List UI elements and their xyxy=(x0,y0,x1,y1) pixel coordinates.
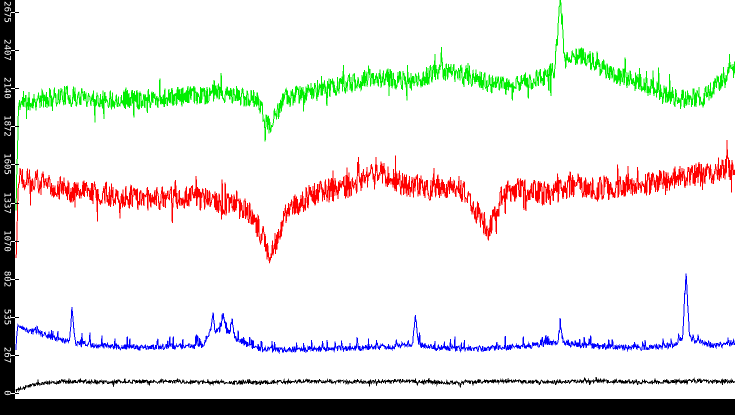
y-axis-label: 267 xyxy=(1,346,12,364)
y-axis-tick xyxy=(15,164,19,165)
series-red-line xyxy=(15,139,735,264)
y-axis-tick xyxy=(11,203,15,204)
y-axis-label: 535 xyxy=(1,308,12,326)
y-axis-tick xyxy=(11,50,15,51)
y-axis-label: 2140 xyxy=(1,77,12,99)
y-axis-tick xyxy=(15,50,19,51)
y-axis-tick xyxy=(15,317,19,318)
y-axis-tick xyxy=(15,279,19,280)
y-axis-tick xyxy=(11,393,15,394)
y-axis-label: 2675 xyxy=(1,1,12,23)
y-axis-tick xyxy=(11,88,15,89)
series-black-line xyxy=(15,377,735,393)
y-axis-tick xyxy=(11,164,15,165)
y-axis-tick xyxy=(15,203,19,204)
series-green-line xyxy=(15,0,735,211)
y-axis-tick xyxy=(11,126,15,127)
y-axis-tick xyxy=(11,12,15,13)
y-axis-tick xyxy=(11,241,15,242)
y-axis-label: 1337 xyxy=(1,192,12,214)
y-axis-tick xyxy=(11,317,15,318)
y-axis-tick xyxy=(15,393,19,394)
y-axis-tick xyxy=(15,126,19,127)
y-axis-strip: 0 267 535 802 1070 1337 1605 1872 2140 2407 2675 xyxy=(0,0,15,415)
y-axis-label: 1605 xyxy=(1,153,12,175)
y-axis-label: 802 xyxy=(1,270,12,288)
y-axis-label: 0 xyxy=(1,390,12,396)
y-axis-tick xyxy=(15,241,19,242)
y-axis-tick xyxy=(15,88,19,89)
y-axis-tick xyxy=(11,355,15,356)
y-axis-label: 1872 xyxy=(1,115,12,137)
y-axis-tick xyxy=(11,279,15,280)
x-axis-strip: 14:0114:0214:0314:0414:0514:0614:0714:08… xyxy=(0,399,735,415)
y-axis-tick xyxy=(15,355,19,356)
y-axis-label: 2407 xyxy=(1,39,12,61)
y-axis-label: 1070 xyxy=(1,230,12,252)
y-axis-tick xyxy=(15,12,19,13)
series-blue-line xyxy=(15,273,735,355)
